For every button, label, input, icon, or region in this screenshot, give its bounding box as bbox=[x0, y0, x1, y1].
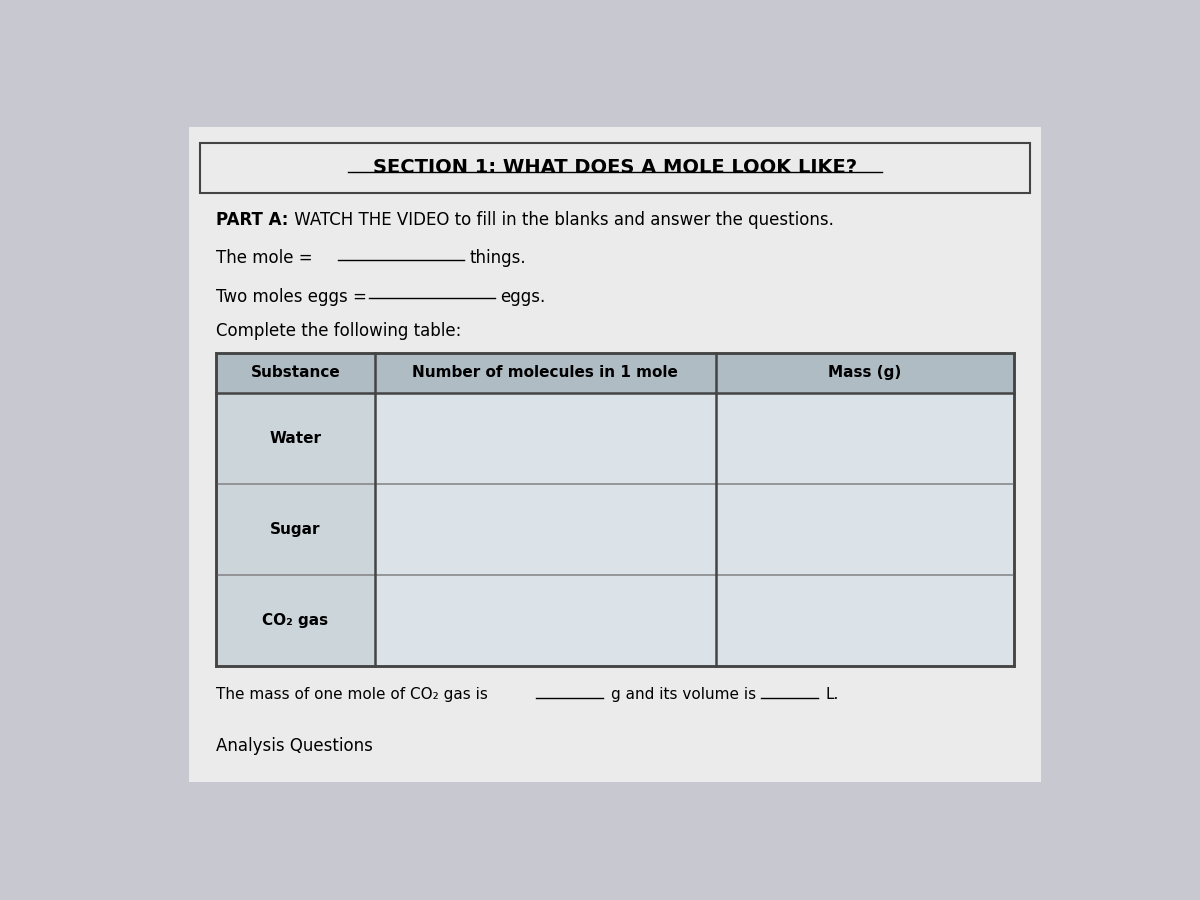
Text: Water: Water bbox=[269, 431, 322, 446]
Text: Mass (g): Mass (g) bbox=[828, 365, 901, 381]
Bar bbox=[216, 393, 1014, 484]
Text: g and its volume is: g and its volume is bbox=[611, 688, 756, 702]
Bar bbox=[216, 393, 374, 484]
Text: PART A:: PART A: bbox=[216, 211, 288, 229]
Bar bbox=[216, 484, 1014, 575]
Text: eggs.: eggs. bbox=[500, 288, 546, 306]
Text: WATCH THE VIDEO to fill in the blanks and answer the questions.: WATCH THE VIDEO to fill in the blanks an… bbox=[289, 211, 834, 229]
Bar bbox=[216, 353, 1014, 666]
Text: Complete the following table:: Complete the following table: bbox=[216, 322, 461, 340]
Bar bbox=[216, 484, 374, 575]
Text: Sugar: Sugar bbox=[270, 522, 320, 537]
Text: CO₂ gas: CO₂ gas bbox=[263, 613, 329, 628]
Bar bbox=[216, 575, 1014, 666]
Text: Analysis Questions: Analysis Questions bbox=[216, 736, 373, 754]
Text: L.: L. bbox=[826, 688, 839, 702]
Text: SECTION 1: WHAT DOES A MOLE LOOK LIKE?: SECTION 1: WHAT DOES A MOLE LOOK LIKE? bbox=[373, 158, 857, 177]
Text: Number of molecules in 1 mole: Number of molecules in 1 mole bbox=[413, 365, 678, 381]
Bar bbox=[200, 142, 1030, 193]
Text: The mole =: The mole = bbox=[216, 249, 312, 267]
Text: Substance: Substance bbox=[251, 365, 340, 381]
Bar bbox=[216, 575, 374, 666]
Text: The mass of one mole of CO₂ gas is: The mass of one mole of CO₂ gas is bbox=[216, 688, 487, 702]
Bar bbox=[216, 353, 1014, 393]
Text: Two moles eggs =: Two moles eggs = bbox=[216, 288, 367, 306]
Text: things.: things. bbox=[469, 249, 526, 267]
